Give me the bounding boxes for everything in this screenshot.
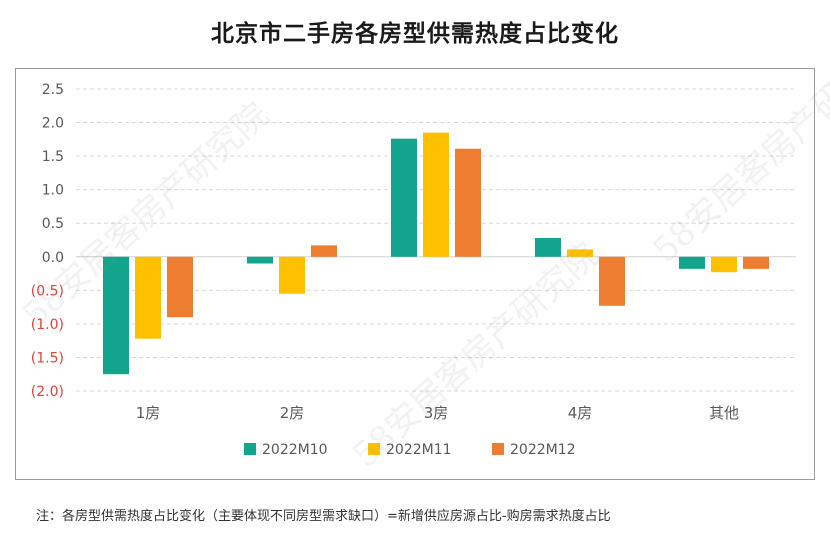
y-tick-label: 1.0 [42,183,64,199]
legend-swatch [244,443,256,455]
y-tick-label: 0.0 [42,250,64,266]
y-tick-label: 2.0 [42,116,64,132]
y-tick-label: 2.5 [42,82,64,98]
y-tick-label: (1.5) [31,350,64,366]
legend-swatch [492,443,504,455]
bar [135,256,161,339]
x-tick-label: 3房 [424,404,449,422]
y-tick-label: (1.0) [31,317,64,333]
bar [711,256,737,273]
bar [279,256,305,294]
x-tick-label: 2房 [280,404,305,422]
y-tick-label: 1.5 [42,149,64,165]
bar [535,237,561,257]
bar [567,249,593,257]
y-tick-label: 0.5 [42,216,64,232]
chart-title: 北京市二手房各房型供需热度占比变化 [211,21,619,47]
legend-label: 2022M12 [510,442,576,458]
bar [167,256,193,318]
bar [599,256,625,306]
bar [679,256,705,269]
bar [103,256,129,375]
bar [455,148,481,257]
footnote: 注：各房型供需热度占比变化（主要体现不同房型需求缺口）=新增供应房源占比-购房需… [36,509,611,524]
x-tick-label: 1房 [136,404,161,422]
bar [423,132,449,257]
y-tick-label: (2.0) [31,384,64,400]
y-tick-label: (0.5) [31,283,64,299]
bar [391,138,417,257]
legend-label: 2022M10 [262,442,328,458]
bar [247,256,273,264]
chart-frame: 2.5 2.0 1.5 1.0 0.5 0.0 (0.5) (1.0) (1.5) (2.0) 1房… [15,68,815,480]
bar [743,256,769,269]
x-tick-label: 4房 [568,404,593,422]
bar-chart: 2.5 2.0 1.5 1.0 0.5 0.0 (0.5) (1.0) (1.5) (2.0) 1房… [31,82,796,458]
x-tick-label: 其他 [709,404,739,422]
bar [311,245,337,257]
legend-label: 2022M11 [386,442,452,458]
legend-swatch [368,443,380,455]
